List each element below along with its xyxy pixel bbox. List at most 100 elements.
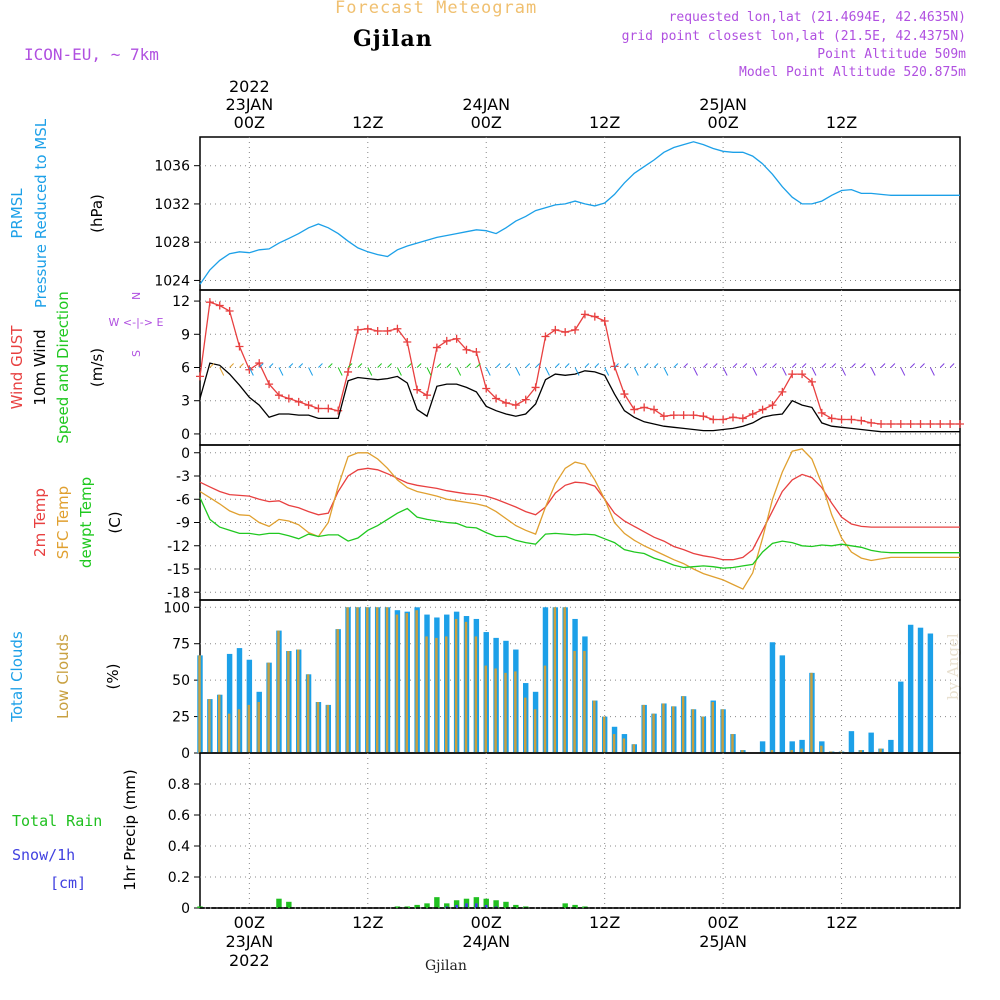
ylabel-temperature-1: SFC Temp (54, 486, 72, 559)
gust-point (255, 359, 264, 368)
gust-point (650, 405, 659, 414)
gust-point (788, 370, 797, 379)
gust-point (699, 412, 708, 421)
gust-point (413, 385, 422, 394)
gust-point (630, 405, 639, 414)
gust-point (719, 415, 728, 424)
wind-direction-arrow (949, 363, 955, 368)
bar-low-cloud (820, 745, 823, 753)
bar-low-cloud (632, 744, 636, 753)
bar-low-cloud (770, 750, 774, 753)
ylabel-unit-temperature: (C) (106, 511, 124, 533)
gust-point (580, 310, 589, 319)
y-tick-label-precip: 0.6 (168, 808, 190, 824)
gust-point (383, 326, 392, 335)
wind-direction-arrow (752, 367, 758, 376)
gust-point (314, 404, 323, 413)
gust-point (501, 398, 510, 407)
panel-frame-clouds (199, 599, 961, 754)
bar-low-cloud (494, 668, 497, 753)
wind-direction-arrow (633, 367, 639, 376)
wind-direction-arrow (545, 367, 550, 376)
gust-point (956, 419, 964, 428)
ylabel-pressure-1: Pressure Reduced to MSL (32, 118, 50, 308)
bar-rain (473, 897, 480, 908)
wind-direction-arrow (870, 367, 876, 376)
gust-point (225, 307, 234, 316)
bar-low-cloud (484, 665, 487, 753)
gust-point (423, 391, 432, 400)
bar-rain (513, 904, 519, 908)
header-product: Forecast Meteogram (335, 0, 538, 18)
bar-low-cloud (474, 636, 478, 753)
ylabel-clouds-1: Low Clouds (54, 634, 72, 719)
y-tick-label-clouds: 50 (172, 673, 190, 689)
gust-point (492, 394, 501, 403)
y-tick-label-pressure: 1036 (154, 159, 190, 175)
bottom-time-hour: 12Z (352, 913, 383, 932)
bar-rain (582, 906, 588, 908)
bar-rain (276, 898, 282, 908)
bar-low-cloud (208, 699, 211, 753)
gust-point (511, 401, 520, 410)
y-tick-label-temperature: -18 (167, 585, 190, 601)
gust-point (235, 342, 244, 351)
bar-total-cloud (927, 633, 934, 753)
wind-direction-arrow (890, 363, 896, 368)
gust-point (571, 325, 580, 334)
bar-low-cloud (711, 702, 714, 753)
wind-direction-arrow (308, 367, 314, 376)
y-tick-label-wind: 0 (181, 427, 190, 443)
bar-rain (414, 904, 420, 908)
wind-direction-arrow (564, 363, 570, 368)
bar-low-cloud (573, 651, 576, 753)
y-tick-label-temperature: -9 (176, 516, 190, 532)
bar-low-cloud (454, 618, 458, 753)
wind-direction-arrow (446, 363, 452, 368)
gust-point (640, 403, 649, 412)
wind-direction-arrow (781, 367, 787, 376)
wind-direction-arrow (683, 363, 688, 368)
bottom-time-year: 2022 (229, 951, 270, 970)
y-tick-label-temperature: 0 (181, 446, 190, 462)
bar-snow (465, 903, 468, 908)
bar-low-cloud (415, 610, 418, 753)
bar-rain (572, 904, 578, 908)
wind-direction-arrow (594, 363, 600, 368)
y-tick-label-precip: 0 (181, 901, 190, 917)
wind-direction-arrow (278, 367, 284, 376)
wind-direction-arrow (584, 363, 590, 368)
wind-direction-arrow (535, 363, 540, 368)
wind-direction-arrow (466, 363, 471, 368)
wind-direction-arrow (396, 367, 402, 376)
wind-direction-arrow (298, 363, 304, 368)
gust-point (768, 401, 777, 410)
bar-low-cloud (218, 694, 221, 753)
gust-point (936, 419, 945, 428)
bar-low-cloud (672, 706, 675, 753)
bar-low-cloud (464, 621, 468, 753)
series-line-sfc (199, 448, 960, 590)
bar-total-cloud (848, 731, 855, 753)
gust-point (689, 411, 698, 420)
bar-low-cloud (662, 703, 665, 753)
gust-point (472, 348, 481, 356)
wind-direction-arrow (347, 363, 353, 368)
wind-direction-arrow (772, 363, 777, 368)
bar-low-cloud (346, 607, 349, 753)
bar-low-cloud (445, 636, 448, 753)
gust-point (393, 324, 402, 333)
wind-direction-arrow (900, 367, 906, 376)
bar-low-cloud (879, 748, 882, 753)
y-tick-label-clouds: 75 (172, 637, 190, 653)
ylabel-clouds-0: Total Clouds (8, 631, 26, 723)
gust-point (590, 312, 599, 321)
bar-low-cloud (642, 704, 645, 753)
gust-point (482, 384, 491, 393)
bottom-time-hour: 12Z (589, 913, 620, 932)
wind-direction-arrow (357, 363, 363, 368)
wind-direction-arrow (939, 363, 945, 368)
bar-total-cloud (799, 739, 805, 753)
wind-direction-arrow (762, 363, 767, 368)
bar-rain (503, 901, 509, 908)
